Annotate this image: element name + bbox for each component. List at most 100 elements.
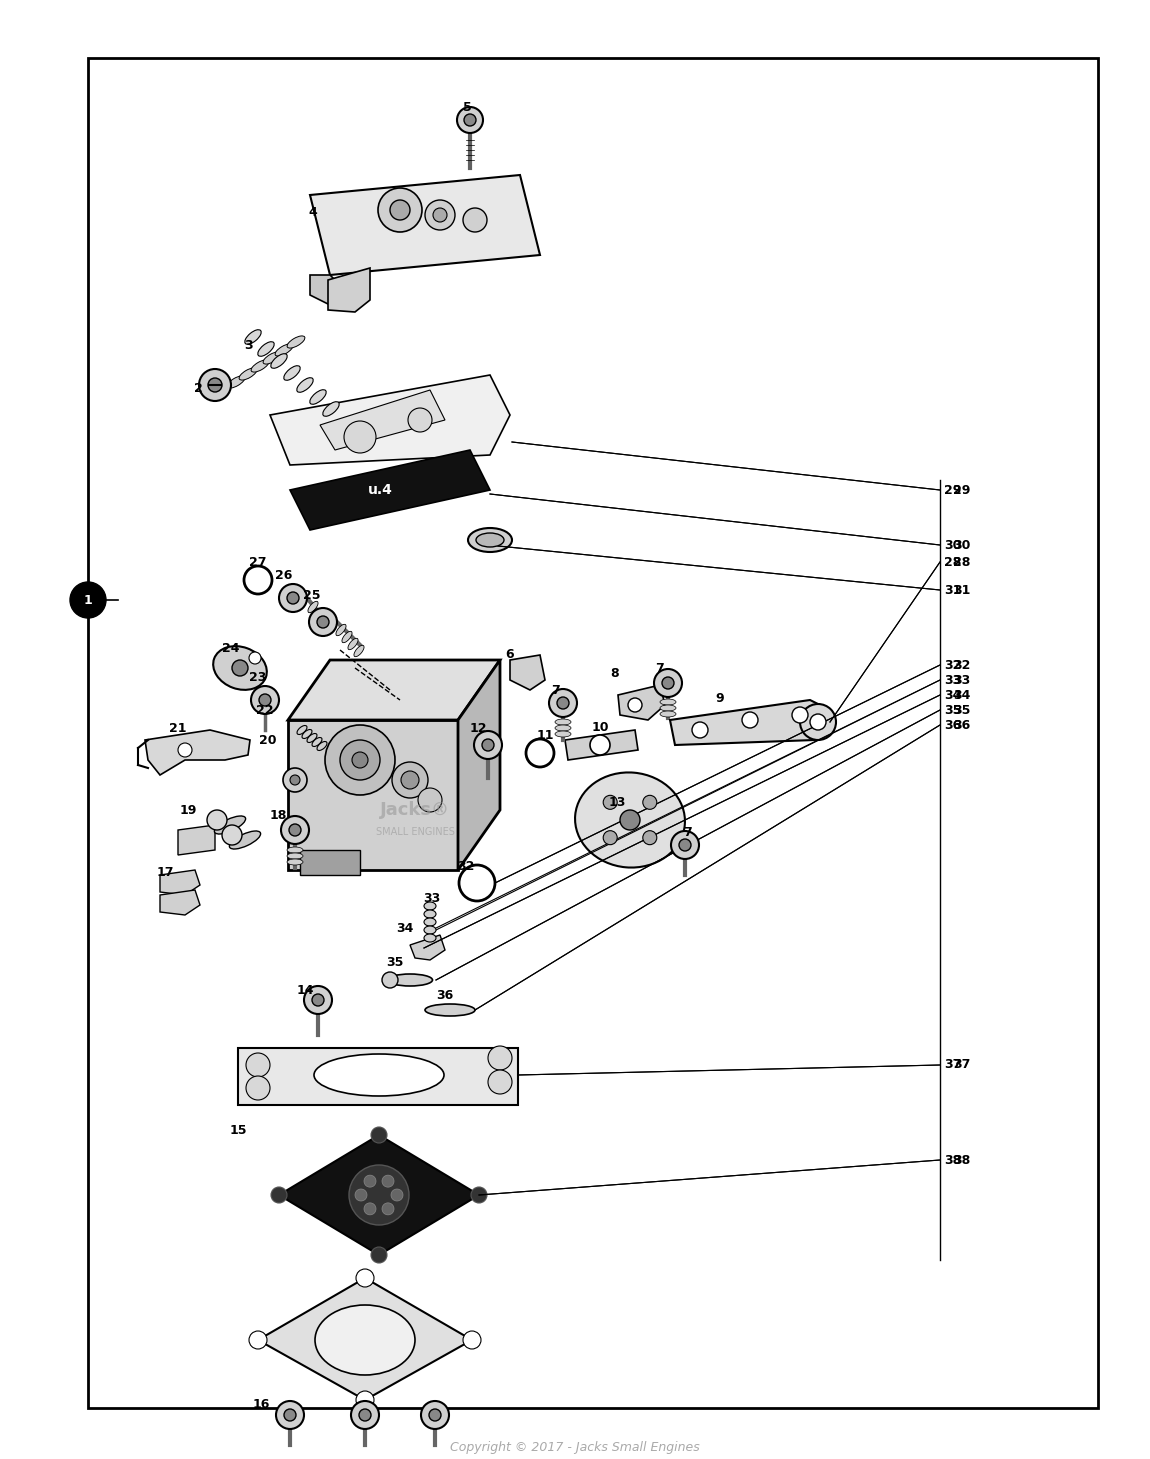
Text: 29: 29 (953, 483, 971, 496)
Circle shape (549, 689, 577, 716)
Circle shape (340, 740, 380, 781)
Text: 30: 30 (953, 538, 971, 552)
Circle shape (457, 107, 483, 133)
Circle shape (429, 1409, 440, 1421)
Polygon shape (258, 1278, 472, 1401)
Polygon shape (509, 655, 545, 690)
Ellipse shape (307, 734, 317, 743)
Polygon shape (670, 700, 830, 746)
Circle shape (371, 1247, 388, 1263)
Circle shape (283, 767, 307, 792)
Text: 29: 29 (944, 483, 961, 496)
Circle shape (678, 839, 691, 851)
Circle shape (670, 832, 699, 859)
Ellipse shape (424, 902, 436, 910)
Text: 26: 26 (275, 569, 293, 582)
Ellipse shape (336, 624, 346, 636)
Ellipse shape (308, 601, 319, 613)
Circle shape (348, 1164, 409, 1226)
Bar (89, 58, 1098, 1408)
Circle shape (692, 722, 708, 738)
Circle shape (276, 1401, 304, 1428)
Text: 36: 36 (944, 718, 961, 731)
Circle shape (250, 652, 261, 664)
Polygon shape (320, 390, 445, 449)
Ellipse shape (284, 366, 300, 381)
Circle shape (222, 824, 242, 845)
Circle shape (643, 830, 657, 845)
Polygon shape (160, 870, 200, 894)
Circle shape (289, 824, 301, 836)
Circle shape (408, 409, 432, 432)
Circle shape (365, 1202, 376, 1215)
Polygon shape (279, 1135, 480, 1255)
Ellipse shape (424, 926, 436, 934)
Text: 3: 3 (244, 338, 252, 352)
Text: 38: 38 (944, 1154, 961, 1167)
Circle shape (643, 795, 657, 810)
Circle shape (654, 670, 682, 697)
Ellipse shape (424, 910, 436, 918)
Circle shape (604, 830, 618, 845)
Text: 25: 25 (304, 588, 321, 601)
Ellipse shape (314, 1053, 444, 1096)
Text: Copyright © 2017 - Jacks Small Engines: Copyright © 2017 - Jacks Small Engines (450, 1440, 700, 1453)
Circle shape (382, 972, 398, 988)
Text: 19: 19 (179, 804, 197, 817)
Text: 34: 34 (397, 922, 414, 935)
Ellipse shape (288, 848, 302, 854)
Circle shape (359, 1409, 371, 1421)
Circle shape (356, 1390, 374, 1409)
Circle shape (472, 1188, 486, 1204)
Circle shape (421, 1401, 448, 1428)
Text: 7: 7 (656, 661, 665, 674)
Circle shape (281, 816, 309, 843)
Text: 32: 32 (944, 658, 961, 671)
Ellipse shape (315, 1304, 415, 1374)
Text: 24: 24 (222, 642, 239, 655)
Text: 35: 35 (944, 703, 961, 716)
Ellipse shape (302, 730, 312, 738)
Ellipse shape (214, 816, 246, 835)
Ellipse shape (314, 608, 324, 620)
Ellipse shape (288, 854, 302, 859)
Ellipse shape (229, 832, 261, 849)
Text: 34: 34 (944, 689, 961, 702)
Circle shape (463, 1331, 481, 1350)
Circle shape (474, 731, 503, 759)
Polygon shape (178, 824, 215, 855)
Text: u.4: u.4 (368, 483, 392, 498)
Circle shape (800, 705, 836, 740)
Text: 14: 14 (297, 983, 314, 996)
Circle shape (70, 582, 106, 619)
Circle shape (488, 1069, 512, 1094)
Circle shape (590, 735, 610, 754)
Ellipse shape (251, 360, 269, 372)
Circle shape (401, 770, 419, 789)
Ellipse shape (555, 731, 572, 737)
Circle shape (371, 1126, 388, 1142)
Text: 10: 10 (591, 721, 608, 734)
Circle shape (355, 1189, 367, 1201)
Ellipse shape (575, 772, 685, 868)
Ellipse shape (468, 528, 512, 552)
Polygon shape (565, 730, 638, 760)
Circle shape (284, 1409, 296, 1421)
Text: 32: 32 (458, 859, 475, 872)
Circle shape (288, 592, 299, 604)
Circle shape (620, 810, 641, 830)
Ellipse shape (245, 330, 261, 344)
Text: 34: 34 (953, 689, 971, 702)
Text: 37: 37 (944, 1058, 961, 1071)
Circle shape (488, 1046, 512, 1069)
Circle shape (378, 188, 422, 232)
Circle shape (557, 697, 569, 709)
Ellipse shape (426, 1004, 475, 1015)
Circle shape (434, 209, 447, 222)
Polygon shape (270, 375, 509, 465)
Text: 38: 38 (953, 1154, 971, 1167)
Text: 35: 35 (386, 956, 404, 969)
Text: 7: 7 (552, 683, 560, 696)
Ellipse shape (263, 352, 281, 365)
Circle shape (392, 762, 428, 798)
